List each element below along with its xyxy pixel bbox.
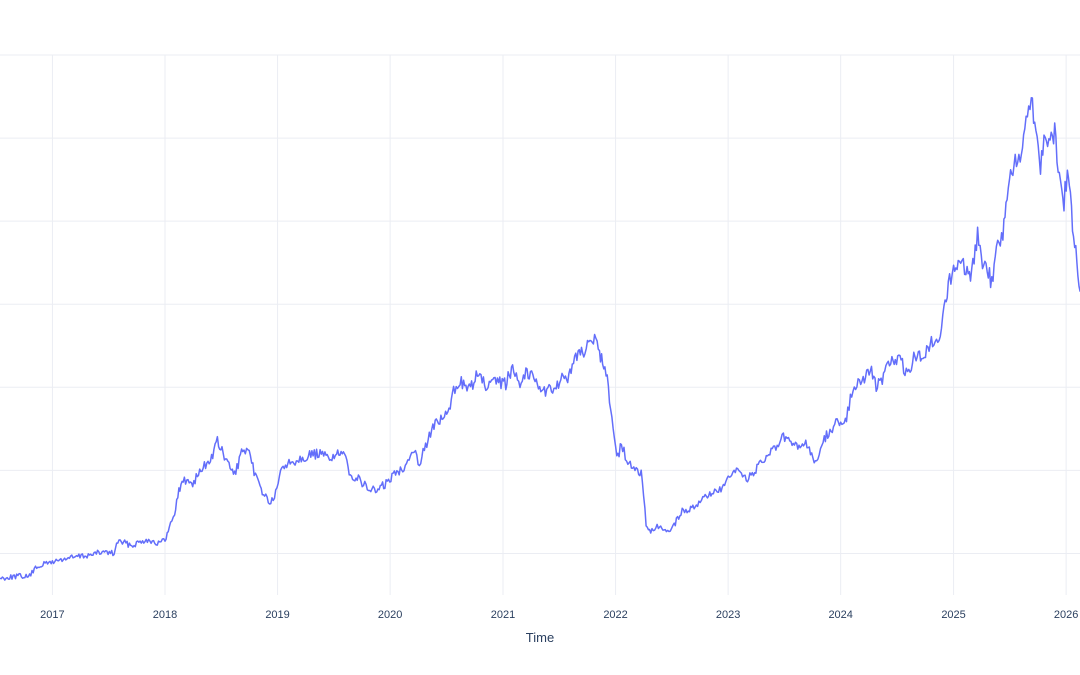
series-line [0, 97, 1080, 581]
series-layer [0, 97, 1080, 581]
x-tick-label: 2026 [1054, 609, 1078, 621]
x-tick-label: 2024 [828, 609, 852, 621]
x-tick-label: 2023 [716, 609, 740, 621]
x-tick-label: 2018 [153, 609, 177, 621]
gridlines [0, 54, 1080, 595]
x-tick-label: 2021 [491, 609, 515, 621]
x-tick-label: 2025 [941, 609, 965, 621]
x-tick-label: 2020 [378, 609, 402, 621]
x-axis-ticks: 2017 2018 2019 2020 2021 2022 2023 2024 2025 2026 [40, 609, 1078, 621]
x-tick-label: 2019 [265, 609, 289, 621]
x-tick-label: 2017 [40, 609, 64, 621]
x-axis-title: Time [526, 630, 554, 645]
x-tick-label: 2022 [603, 609, 627, 621]
